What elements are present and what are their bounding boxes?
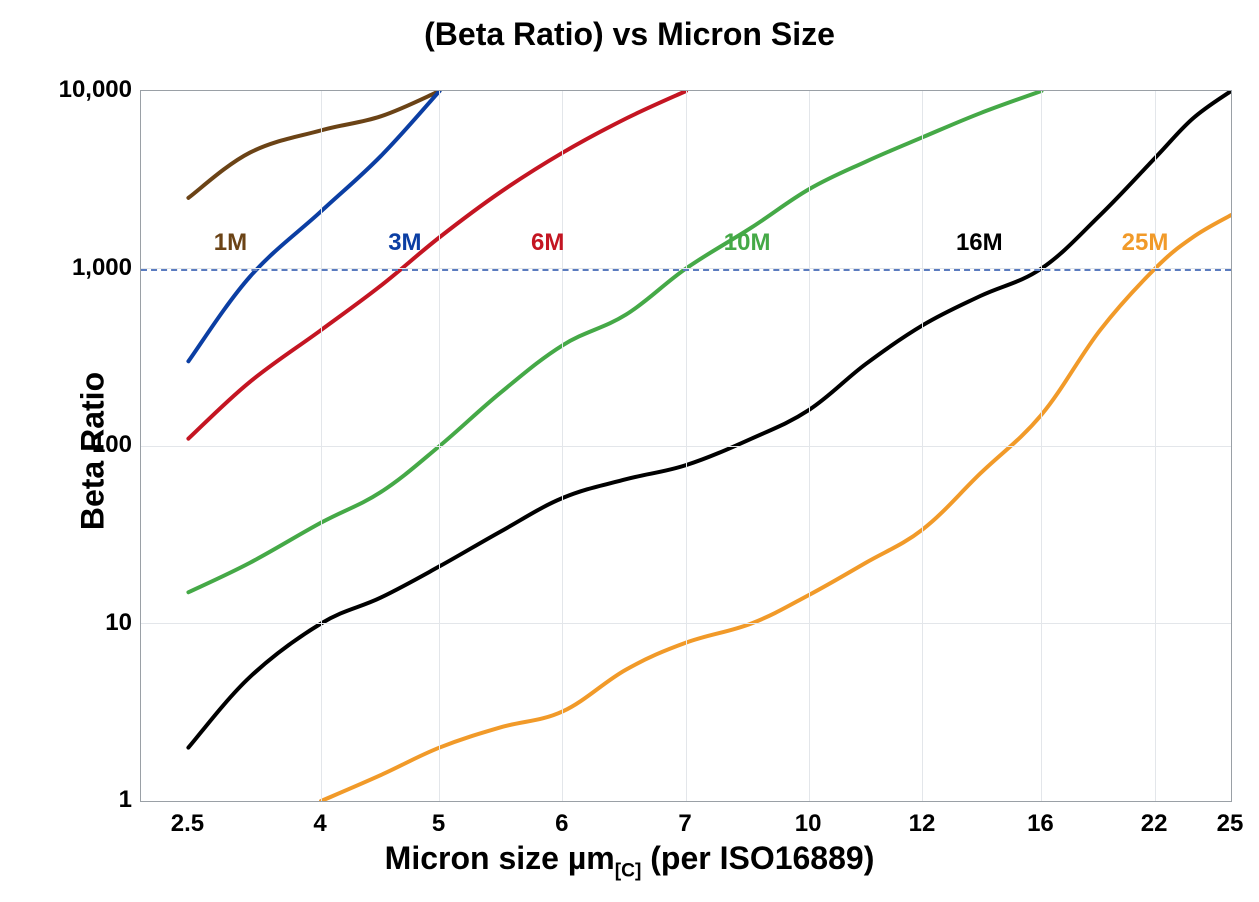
series-label-25M: 25M [1122,229,1169,257]
series-label-10M: 10M [724,229,771,257]
x-axis-label: Micron size µm[C] (per ISO16889) [0,840,1259,882]
series-line-1M [188,91,439,198]
x-tick-label: 6 [555,810,568,838]
y-tick-label: 10,000 [59,76,132,104]
series-label-3M: 3M [388,229,421,257]
x-tick-label: 5 [432,810,445,838]
x-tick-label: 7 [678,810,691,838]
x-axis-label-sub: [C] [615,860,642,881]
x-tick-label: 4 [313,810,326,838]
chart-title: (Beta Ratio) vs Micron Size [0,16,1259,53]
chart-container: (Beta Ratio) vs Micron Size Beta Ratio M… [0,0,1259,902]
plot-area [140,90,1232,802]
y-tick-label: 100 [92,431,132,459]
grid-horizontal [141,446,1231,447]
series-label-16M: 16M [956,229,1003,257]
x-tick-label: 25 [1217,810,1244,838]
x-tick-label: 12 [909,810,936,838]
y-tick-label: 10 [105,609,132,637]
series-line-25M [321,215,1231,801]
x-axis-label-suffix: (per ISO16889) [641,840,874,876]
y-tick-label: 1 [119,786,132,814]
series-label-1M: 1M [214,229,247,257]
series-label-6M: 6M [531,229,564,257]
x-tick-label: 2.5 [171,810,204,838]
x-tick-label: 16 [1027,810,1054,838]
x-tick-label: 22 [1141,810,1168,838]
series-line-10M [188,91,1041,592]
x-tick-label: 10 [795,810,822,838]
x-axis-label-prefix: Micron size µm [385,840,615,876]
reference-line-1000 [141,269,1231,271]
y-tick-label: 1,000 [72,254,132,282]
grid-horizontal [141,623,1231,624]
